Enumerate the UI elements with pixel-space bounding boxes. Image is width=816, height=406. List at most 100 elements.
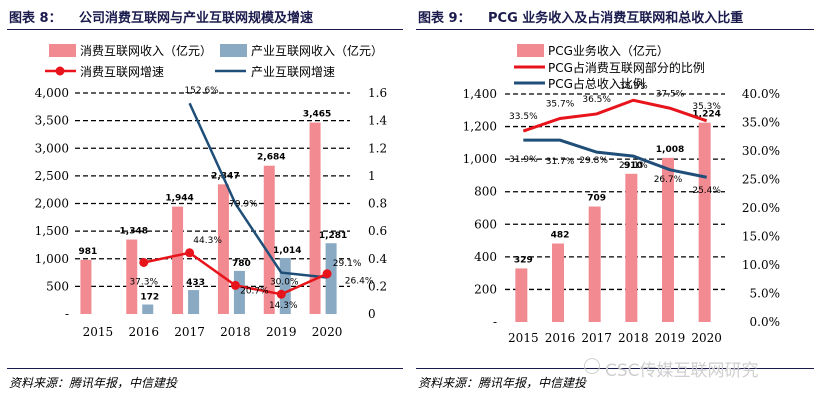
bar-label-consumer: 1,348 <box>120 227 148 237</box>
right-source: 资料来源：腾讯年报，中信建投 <box>418 376 587 390</box>
y-tick-label: 1,400 <box>463 87 497 101</box>
bar-label-pcg: 482 <box>551 231 570 241</box>
y2-tick-label: 0.2 <box>368 279 387 293</box>
legend-label-consumer: 消费互联网收入（亿元） <box>80 43 212 58</box>
y-tick-label: 600 <box>474 217 497 231</box>
line-pcg-consumer-share <box>522 98 708 133</box>
y-tick-label: - <box>65 307 69 321</box>
bar-label-pcg: 709 <box>587 194 606 204</box>
marker-consumer-growth <box>230 280 240 290</box>
x-tick-label: 2015 <box>83 325 114 339</box>
bar-label-pcg: 1,224 <box>692 110 720 120</box>
watermark: CSC传媒互联网研究 <box>605 361 759 381</box>
x-tick-label: 2018 <box>220 325 251 339</box>
right-title-rule <box>416 29 814 30</box>
line-label-consumer-growth: 20.7% <box>240 286 269 296</box>
y-tick-label: 1,200 <box>463 120 497 134</box>
bar-pcg <box>662 157 674 322</box>
marker-consumer-growth <box>276 289 286 299</box>
bar-label-consumer: 981 <box>79 247 98 257</box>
line-label-pcg-total-share: 29.1% <box>619 161 648 171</box>
bar-consumer <box>172 206 184 314</box>
line-label-pcg-consumer-share: 35.3% <box>692 102 721 112</box>
bar-consumer <box>217 184 229 314</box>
right-source-rule <box>416 368 814 369</box>
legend-label-industrial: 产业互联网收入（亿元） <box>251 43 383 58</box>
y-tick-label: 2,500 <box>35 169 69 183</box>
y2-tick-label: 1 <box>368 169 376 183</box>
bar-consumer <box>80 259 92 314</box>
line-label-pcg-total-share: 26.7% <box>654 175 683 185</box>
bar-label-industrial: 172 <box>140 292 159 302</box>
left-figure-number: 图表 8： <box>9 11 62 26</box>
legend-label-industrial-growth: 产业互联网增速 <box>251 65 335 79</box>
x-tick-label: 2017 <box>174 325 205 339</box>
bar-industrial <box>188 290 200 314</box>
y-tick-label: 2,000 <box>35 197 69 211</box>
y2-tick-label: 1.4 <box>368 114 387 128</box>
line-label-pcg-consumer-share: 36.5% <box>582 95 611 105</box>
y2-tick-label: 15.0% <box>742 230 780 244</box>
y-tick-label: 400 <box>474 250 497 264</box>
y2-tick-label: 25.0% <box>742 173 780 187</box>
y-tick-label: 1,000 <box>35 252 69 266</box>
y-tick-label: 800 <box>474 185 497 199</box>
left-title-rule <box>7 29 403 30</box>
right-figure: 图表 9： PCG 业务收入及占消费互联网和总收入比重 - 200 400 600 800… <box>410 0 816 406</box>
bar-label-consumer: 2,347 <box>211 171 239 181</box>
legend-swatch-consumer <box>49 44 76 57</box>
y2-tick-label: 40.0% <box>742 87 780 101</box>
left-figure: 图表 8： 公司消费互联网与产业互联网规模及增速 - 500 1,000 1,500 2,… <box>0 0 405 406</box>
line-label-pcg-total-share: 31.7% <box>546 157 575 167</box>
bar-label-pcg: 910 <box>624 161 643 171</box>
y-tick-label: 3,500 <box>35 114 69 128</box>
bar-label-industrial: 1,281 <box>319 231 347 241</box>
line-label-pcg-total-share: 25.4% <box>692 186 721 196</box>
line-label-pcg-consumer-share: 35.7% <box>546 100 575 110</box>
left-chart: - 500 1,000 1,500 2,000 2,500 3,000 3,500 4,000 0… <box>35 43 388 339</box>
bar-label-industrial: 1,014 <box>273 246 301 256</box>
line-label-consumer-growth: 37.3% <box>129 277 158 287</box>
x-tick-label: 2016 <box>128 325 159 339</box>
line-label-pcg-consumer-share: 37.5% <box>656 89 685 99</box>
legend-swatch-industrial <box>220 44 247 57</box>
bar-consumer <box>263 165 275 314</box>
y2-tick-label: 0.8 <box>368 197 387 211</box>
y2-tick-label: 0 <box>368 307 376 321</box>
line-label-consumer-growth: 29.1% <box>333 259 362 269</box>
y-tick-label: 500 <box>46 279 69 293</box>
legend-swatch-pcg <box>517 44 544 57</box>
legend-label-pcg: PCG业务收入（亿元） <box>548 43 669 58</box>
x-tick-label: 2018 <box>618 331 649 345</box>
y2-tick-label: 1.2 <box>368 141 387 155</box>
x-tick-label: 2019 <box>655 331 686 345</box>
line-label-industrial-growth: 30.0% <box>270 278 299 288</box>
left-figure-title: 图表 8： 公司消费互联网与产业互联网规模及增速 <box>9 7 313 26</box>
right-figure-caption: PCG 业务收入及占消费互联网和总收入比重 <box>488 11 744 26</box>
line-industrial-growth <box>188 102 328 279</box>
bar-pcg <box>552 243 564 322</box>
bar-label-pcg: 329 <box>514 255 533 265</box>
bar-consumer <box>126 239 138 314</box>
line-label-pcg-consumer-share: 38.9% <box>619 81 648 91</box>
y2-tick-label: 20.0% <box>742 201 780 215</box>
line-pcg-total-share <box>523 138 707 179</box>
left-source: 资料来源：腾讯年报，中信建投 <box>9 376 178 390</box>
bar-label-pcg: 1,008 <box>656 145 684 155</box>
line-label-industrial-growth: 26.4% <box>345 277 374 287</box>
line-label-pcg-consumer-share: 33.5% <box>509 112 538 122</box>
wechat-icon <box>584 358 600 374</box>
y2-tick-label: 1.6 <box>368 86 387 100</box>
bar-consumer <box>309 122 321 314</box>
legend-label-consumer-growth: 消费互联网增速 <box>80 65 164 79</box>
marker-consumer-growth <box>185 248 195 258</box>
x-tick-label: 2019 <box>266 325 297 339</box>
y-tick-label: 1,000 <box>463 152 497 166</box>
x-tick-label: 2020 <box>312 325 343 339</box>
y-tick-label: 200 <box>474 282 497 296</box>
legend-label-pcg-consumer-share: PCG占消费互联网部分的比例 <box>548 60 705 75</box>
bar-label-consumer: 2,684 <box>257 153 285 163</box>
bar-label-consumer: 1,944 <box>165 194 193 204</box>
left-source-rule <box>7 368 403 369</box>
bar-industrial <box>142 304 154 314</box>
